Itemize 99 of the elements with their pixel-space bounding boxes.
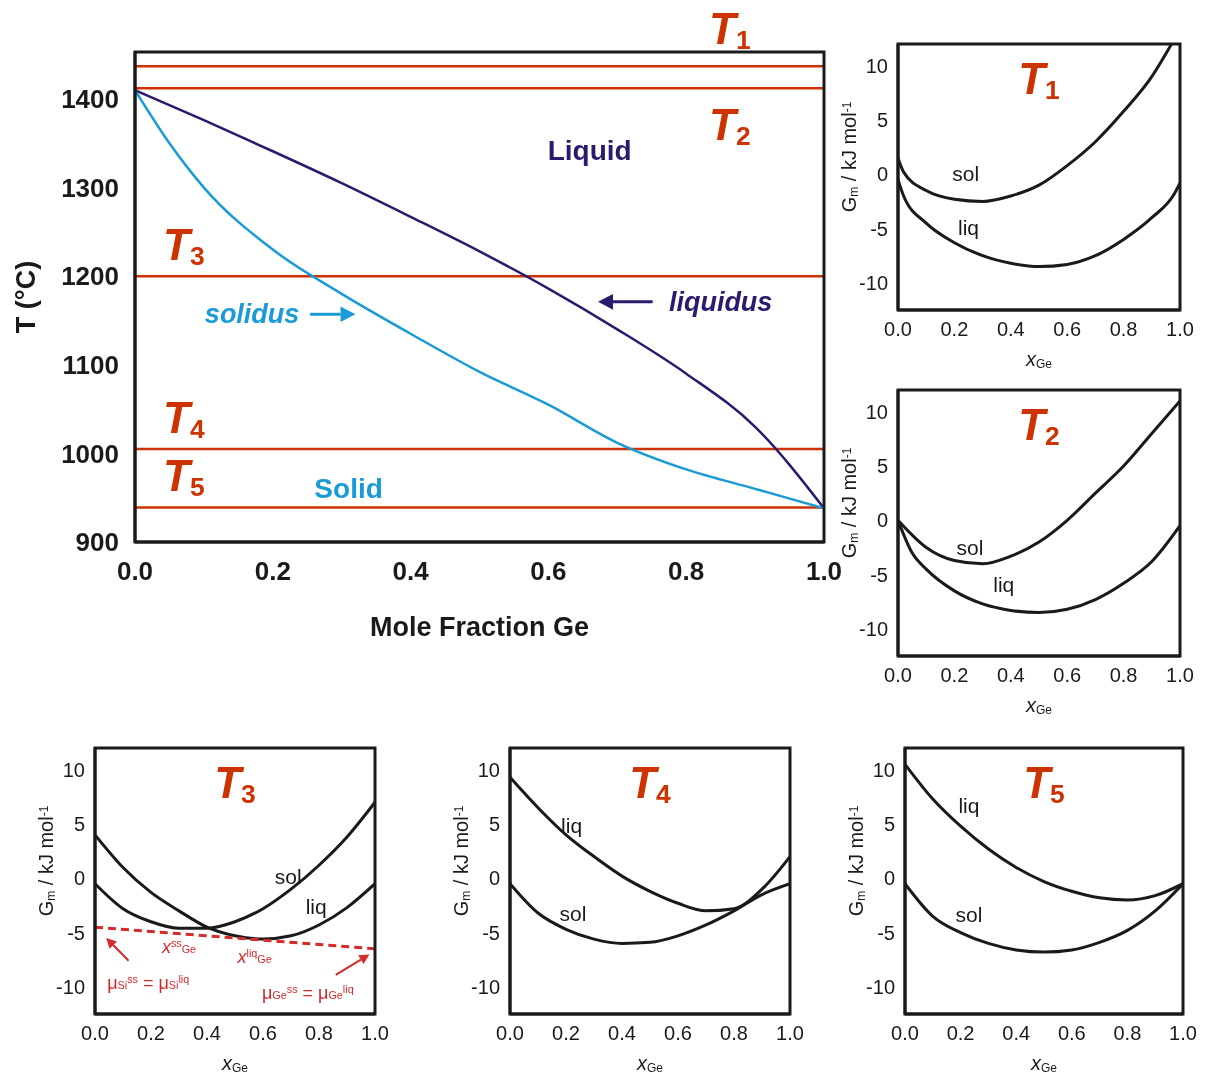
y-axis-title: T (°C) (11, 260, 41, 334)
y-tick-label: 10 (872, 758, 895, 781)
series-label: liq (305, 895, 327, 919)
x-axis-title: Mole Fraction Ge (369, 612, 590, 642)
series-label: liq (958, 794, 980, 818)
x-tick-label: 1.0 (776, 1022, 804, 1045)
y-tick-label: 10 (865, 54, 888, 77)
x-tick-label: 0.8 (305, 1022, 333, 1045)
x-tick-label: 0.0 (496, 1022, 524, 1045)
ref-line-label: T$_{2}$ (709, 100, 751, 151)
y-tick-label: 0 (876, 509, 888, 532)
y-tick-label: 5 (488, 813, 500, 836)
y-tick-label: 0 (488, 867, 500, 890)
series-label: solidus (204, 299, 300, 330)
x-tick-label: 0.0 (116, 556, 154, 587)
y-tick-label: -5 (870, 563, 888, 586)
x-tick-label: 0.6 (1057, 1022, 1086, 1045)
y-tick-label: -10 (859, 617, 888, 640)
line-series (135, 88, 824, 510)
x-tick-label: 0.8 (1109, 318, 1138, 341)
ref-line-label: T$_{4}$ (163, 392, 205, 444)
series-label: sol (274, 864, 302, 888)
series-label: sol (956, 535, 984, 559)
x-tick-label: 0.8 (1109, 664, 1138, 687)
annotation: Liquid (547, 134, 632, 166)
y-tick-label: 10 (865, 400, 888, 423)
series-label: sol (559, 901, 587, 925)
y-tick-label: 1200 (61, 261, 119, 292)
x-tick-label: 0.6 (1053, 318, 1082, 341)
y-tick-label: 1300 (61, 172, 119, 203)
series-label: sol (952, 161, 980, 185)
x-tick-label: 0.2 (940, 318, 969, 341)
chart-title: T$_{2}$ (1018, 400, 1060, 451)
x-axis-title: x$_{Ge}$ (220, 1052, 249, 1076)
legend-label: liquidus (668, 286, 773, 317)
y-tick-label: 10 (62, 758, 85, 781)
x-tick-label: 0.6 (530, 556, 567, 587)
x-tick-label: 0.4 (392, 556, 430, 587)
x-tick-label: 0.2 (946, 1022, 975, 1045)
x-tick-label: 0.4 (996, 318, 1025, 341)
x-tick-label: 0.6 (1053, 664, 1082, 687)
x-tick-label: 0.8 (668, 556, 705, 587)
y-tick-label: -10 (471, 975, 500, 998)
x-tick-label: 0.2 (137, 1022, 165, 1045)
y-tick-label: 0 (883, 867, 895, 890)
x-tick-label: 0.4 (1002, 1022, 1031, 1045)
y-tick-label: 1000 (61, 438, 119, 469)
y-tick-label: 5 (876, 455, 888, 478)
x-tick-label: 0.4 (996, 664, 1025, 687)
y-tick-label: 5 (876, 109, 888, 132)
x-tick-label: 0.8 (720, 1022, 748, 1045)
ref-line-label: T$_{1}$ (709, 4, 751, 55)
series-label: liq (957, 215, 980, 239)
y-tick-label: -5 (482, 921, 500, 944)
annotation: Solid (314, 472, 383, 504)
y-tick-label: 900 (75, 527, 119, 558)
x-axis-title: x$_{Ge}$ (1024, 348, 1053, 372)
y-tick-label: 1400 (61, 84, 119, 115)
x-tick-label: 0.2 (254, 556, 291, 587)
y-tick-label: 0 (876, 163, 888, 186)
y-tick-label: -10 (859, 271, 888, 294)
x-tick-label: 0.6 (664, 1022, 692, 1045)
x-tick-label: 0.0 (891, 1022, 919, 1045)
ref-line-label: T$_{5}$ (163, 451, 205, 503)
y-tick-label: -10 (56, 975, 85, 998)
x-tick-label: 0.4 (608, 1022, 636, 1045)
y-tick-label: 5 (73, 813, 85, 836)
x-tick-label: 0.4 (193, 1022, 221, 1045)
x-tick-label: 1.0 (1166, 318, 1194, 341)
x-tick-label: 0.0 (884, 664, 912, 687)
y-tick-label: -5 (870, 217, 888, 240)
chart-title: T$_{1}$ (1018, 54, 1060, 105)
x-tick-label: 0.2 (552, 1022, 580, 1045)
x-tick-label: 0.8 (1113, 1022, 1142, 1045)
y-tick-label: 5 (883, 813, 895, 836)
series-label: liq (993, 572, 1015, 596)
x-tick-label: 1.0 (805, 556, 843, 587)
x-tick-label: 1.0 (1169, 1022, 1197, 1045)
y-tick-label: 0 (73, 867, 85, 890)
y-tick-label: 1100 (62, 350, 119, 381)
chart-title: T$_{3}$ (214, 758, 256, 809)
y-tick-label: -10 (866, 975, 895, 998)
x-axis-title: x$_{Ge}$ (1029, 1052, 1058, 1076)
y-tick-label: -5 (877, 921, 895, 944)
y-tick-label: -5 (67, 921, 85, 944)
x-axis-title: x$_{Ge}$ (635, 1052, 664, 1076)
x-tick-label: 0.6 (249, 1022, 277, 1045)
x-tick-label: 0.0 (884, 318, 912, 341)
x-tick-label: 0.0 (81, 1022, 109, 1045)
y-tick-label: 10 (477, 758, 500, 781)
x-tick-label: 1.0 (1166, 664, 1194, 687)
x-axis-title: x$_{Ge}$ (1024, 694, 1053, 718)
chart-title: T$_{4}$ (629, 758, 672, 809)
ref-line-label: T$_{3}$ (163, 220, 205, 271)
x-tick-label: 0.2 (940, 664, 969, 687)
series-label: liq (561, 813, 583, 837)
series-label: sol (955, 902, 983, 926)
x-tick-label: 1.0 (361, 1022, 389, 1045)
chart-title: T$_{5}$ (1023, 758, 1065, 809)
